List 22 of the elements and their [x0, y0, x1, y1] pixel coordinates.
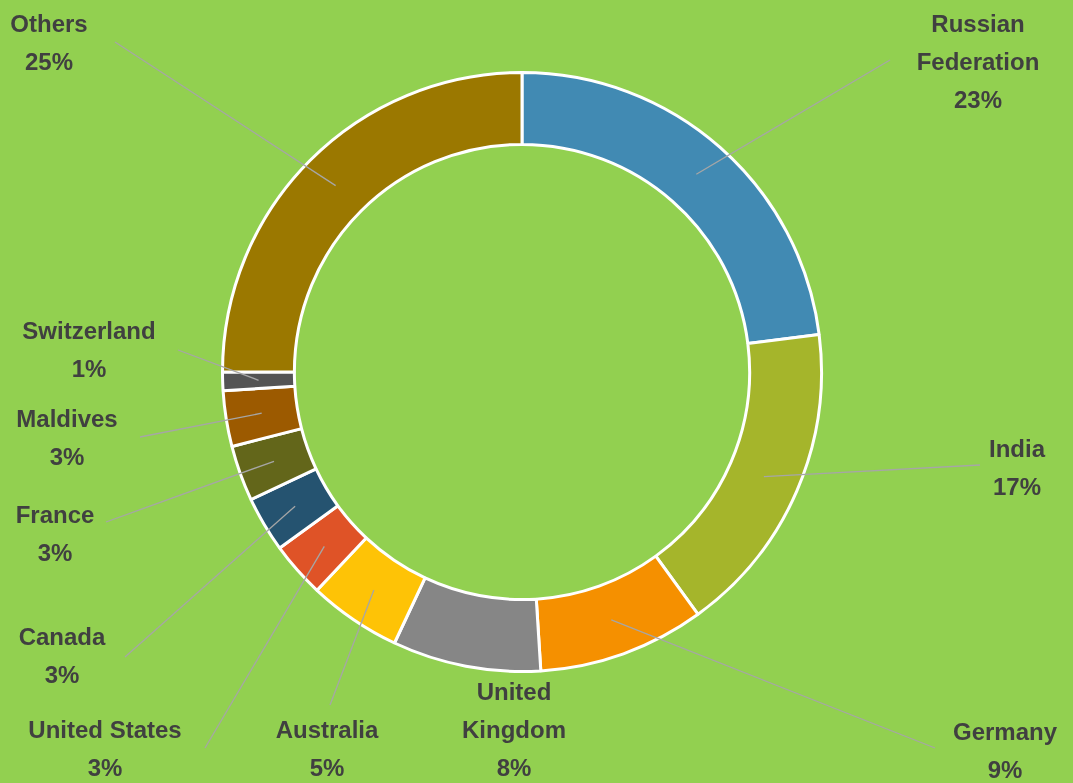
data-label: 3% [49, 442, 85, 470]
data-label: 9% [987, 755, 1023, 783]
slice-label: Germany [952, 717, 1058, 745]
data-label: 23% [953, 85, 1003, 113]
slice-label: Canada [18, 622, 106, 650]
data-label: 5% [309, 753, 345, 781]
slice-label: France [15, 500, 95, 528]
data-label: 17% [992, 472, 1042, 500]
slice-label: Switzerland [22, 316, 156, 344]
slice-label: Maldives [16, 404, 118, 432]
slice-label: United Kingdom [462, 677, 566, 743]
data-label: 3% [44, 660, 80, 688]
slice-label: Russian Federation [916, 9, 1040, 75]
data-label: 3% [37, 538, 73, 566]
slice-label: United States [28, 715, 182, 743]
data-label: 8% [496, 753, 532, 781]
data-label: 3% [87, 753, 123, 781]
slice-label: India [988, 434, 1046, 462]
slice-label: Others [10, 9, 88, 37]
slice-label: Australia [275, 715, 379, 743]
data-label: 1% [71, 354, 107, 382]
data-label: 25% [24, 47, 74, 75]
